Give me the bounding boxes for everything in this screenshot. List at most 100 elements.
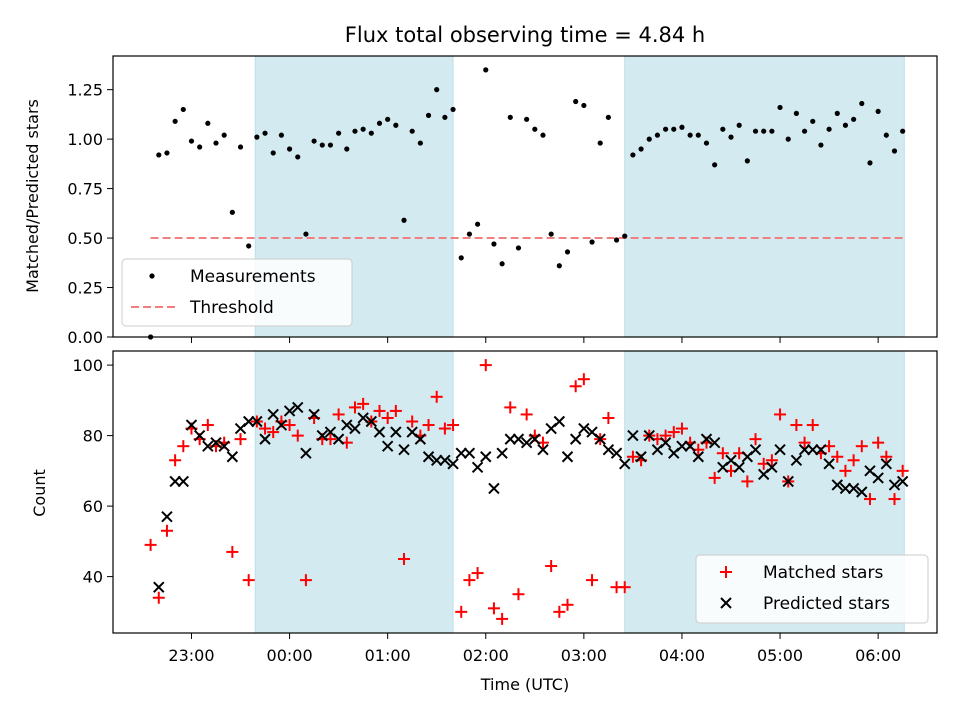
predicted-point — [529, 433, 541, 445]
legend-matched-label: Matched stars — [763, 563, 883, 583]
x-tick-label: 05:00 — [757, 646, 803, 665]
measurement-point — [801, 128, 808, 134]
predicted-point — [251, 415, 263, 428]
measurement-point — [810, 118, 816, 124]
measurement-point — [344, 146, 350, 152]
measurement-point — [818, 142, 824, 148]
y-tick-label: 100 — [72, 356, 103, 375]
predicted-point — [684, 440, 696, 452]
measurement-point — [172, 118, 178, 124]
measurement-point — [270, 150, 276, 156]
matched-point — [831, 450, 844, 463]
x-tick-label: 23:00 — [168, 646, 214, 665]
legend-predicted-label: Predicted stars — [763, 594, 890, 614]
predicted-point — [332, 433, 345, 445]
predicted-point — [823, 458, 835, 470]
measurement-point — [336, 130, 342, 136]
measurement-point — [515, 245, 522, 251]
predicted-point — [292, 401, 304, 414]
measurement-point — [458, 255, 464, 261]
predicted-point — [553, 415, 566, 428]
predicted-point — [700, 433, 713, 445]
predicted-point — [177, 475, 190, 488]
x-tick-label: 00:00 — [267, 646, 313, 665]
measurement-point — [720, 126, 726, 132]
predicted-point — [602, 443, 615, 456]
measurement-point — [671, 126, 677, 132]
matched-point — [226, 545, 239, 558]
predicted-point — [357, 412, 369, 424]
top-axes-frame — [112, 55, 938, 338]
matched-point — [577, 373, 590, 386]
measurement-point — [442, 114, 448, 120]
predicted-point — [856, 486, 868, 498]
measurement-point — [573, 98, 579, 105]
matched-point — [749, 433, 762, 446]
measurement-point — [712, 162, 718, 168]
measurement-point — [197, 144, 203, 150]
matched-point — [716, 447, 729, 460]
matched-point — [675, 422, 688, 435]
matched-point — [765, 454, 778, 467]
measurement-point — [687, 132, 693, 138]
measurement-point — [679, 124, 685, 130]
measurement-point — [532, 126, 538, 132]
measurement-point — [736, 122, 742, 128]
matched-point — [626, 450, 639, 463]
matched-point — [177, 440, 190, 453]
measurement-point — [663, 126, 669, 132]
measurement-point — [851, 116, 857, 122]
measurement-point — [229, 209, 235, 215]
y-tick-label: 0.50 — [67, 229, 103, 248]
measurement-point — [401, 217, 407, 223]
matched-point — [888, 493, 901, 506]
y-tick-label: 0.00 — [67, 328, 103, 347]
predicted-point — [259, 433, 271, 445]
matched-point — [667, 426, 680, 439]
predicted-point — [455, 447, 467, 459]
predicted-point — [381, 440, 394, 452]
chart-title: Flux total observing time = 4.84 h — [345, 23, 705, 47]
measurement-point — [213, 140, 219, 146]
shaded-interval — [624, 55, 905, 338]
predicted-point — [888, 479, 901, 491]
predicted-point — [283, 405, 296, 417]
x-tick-label: 04:00 — [659, 646, 705, 665]
predicted-point — [496, 447, 508, 459]
measurement-point — [826, 126, 832, 132]
measurement-point — [491, 241, 497, 247]
measurement-point — [589, 239, 595, 245]
measurement-point — [180, 106, 186, 113]
measurement-point — [695, 132, 701, 138]
bottom-legend: Matched stars Predicted stars — [695, 554, 929, 624]
predicted-point — [659, 436, 672, 449]
predicted-point — [365, 415, 378, 428]
matched-point — [798, 436, 811, 449]
y-tick-label: 1.25 — [67, 81, 103, 100]
measurement-point — [703, 140, 710, 146]
predicted-point — [782, 475, 794, 488]
predicted-point — [594, 433, 606, 445]
legend-matched-marker — [720, 566, 732, 578]
bottom-y-ticks: 40 60 80 100 — [72, 356, 113, 587]
measurement-point — [605, 114, 611, 120]
matched-point — [267, 426, 280, 439]
measurement-point — [654, 132, 661, 138]
measurement-point — [311, 138, 317, 144]
matched-point — [872, 436, 885, 449]
matched-point — [741, 475, 754, 488]
measurement-point — [425, 112, 432, 118]
predicted-star-points — [153, 401, 909, 593]
matched-point — [553, 605, 566, 618]
predicted-point — [300, 447, 312, 459]
matched-point — [479, 359, 492, 372]
measurement-point — [507, 114, 513, 120]
shaded-interval — [254, 350, 454, 634]
measurement-point — [499, 261, 505, 267]
measurement-point — [761, 128, 767, 134]
measurement-point — [278, 132, 284, 138]
measurement-point — [556, 263, 562, 269]
x-tick-label: 06:00 — [855, 646, 901, 665]
measurement-point — [483, 67, 489, 73]
bottom-y-axis-label: Count — [30, 469, 49, 517]
